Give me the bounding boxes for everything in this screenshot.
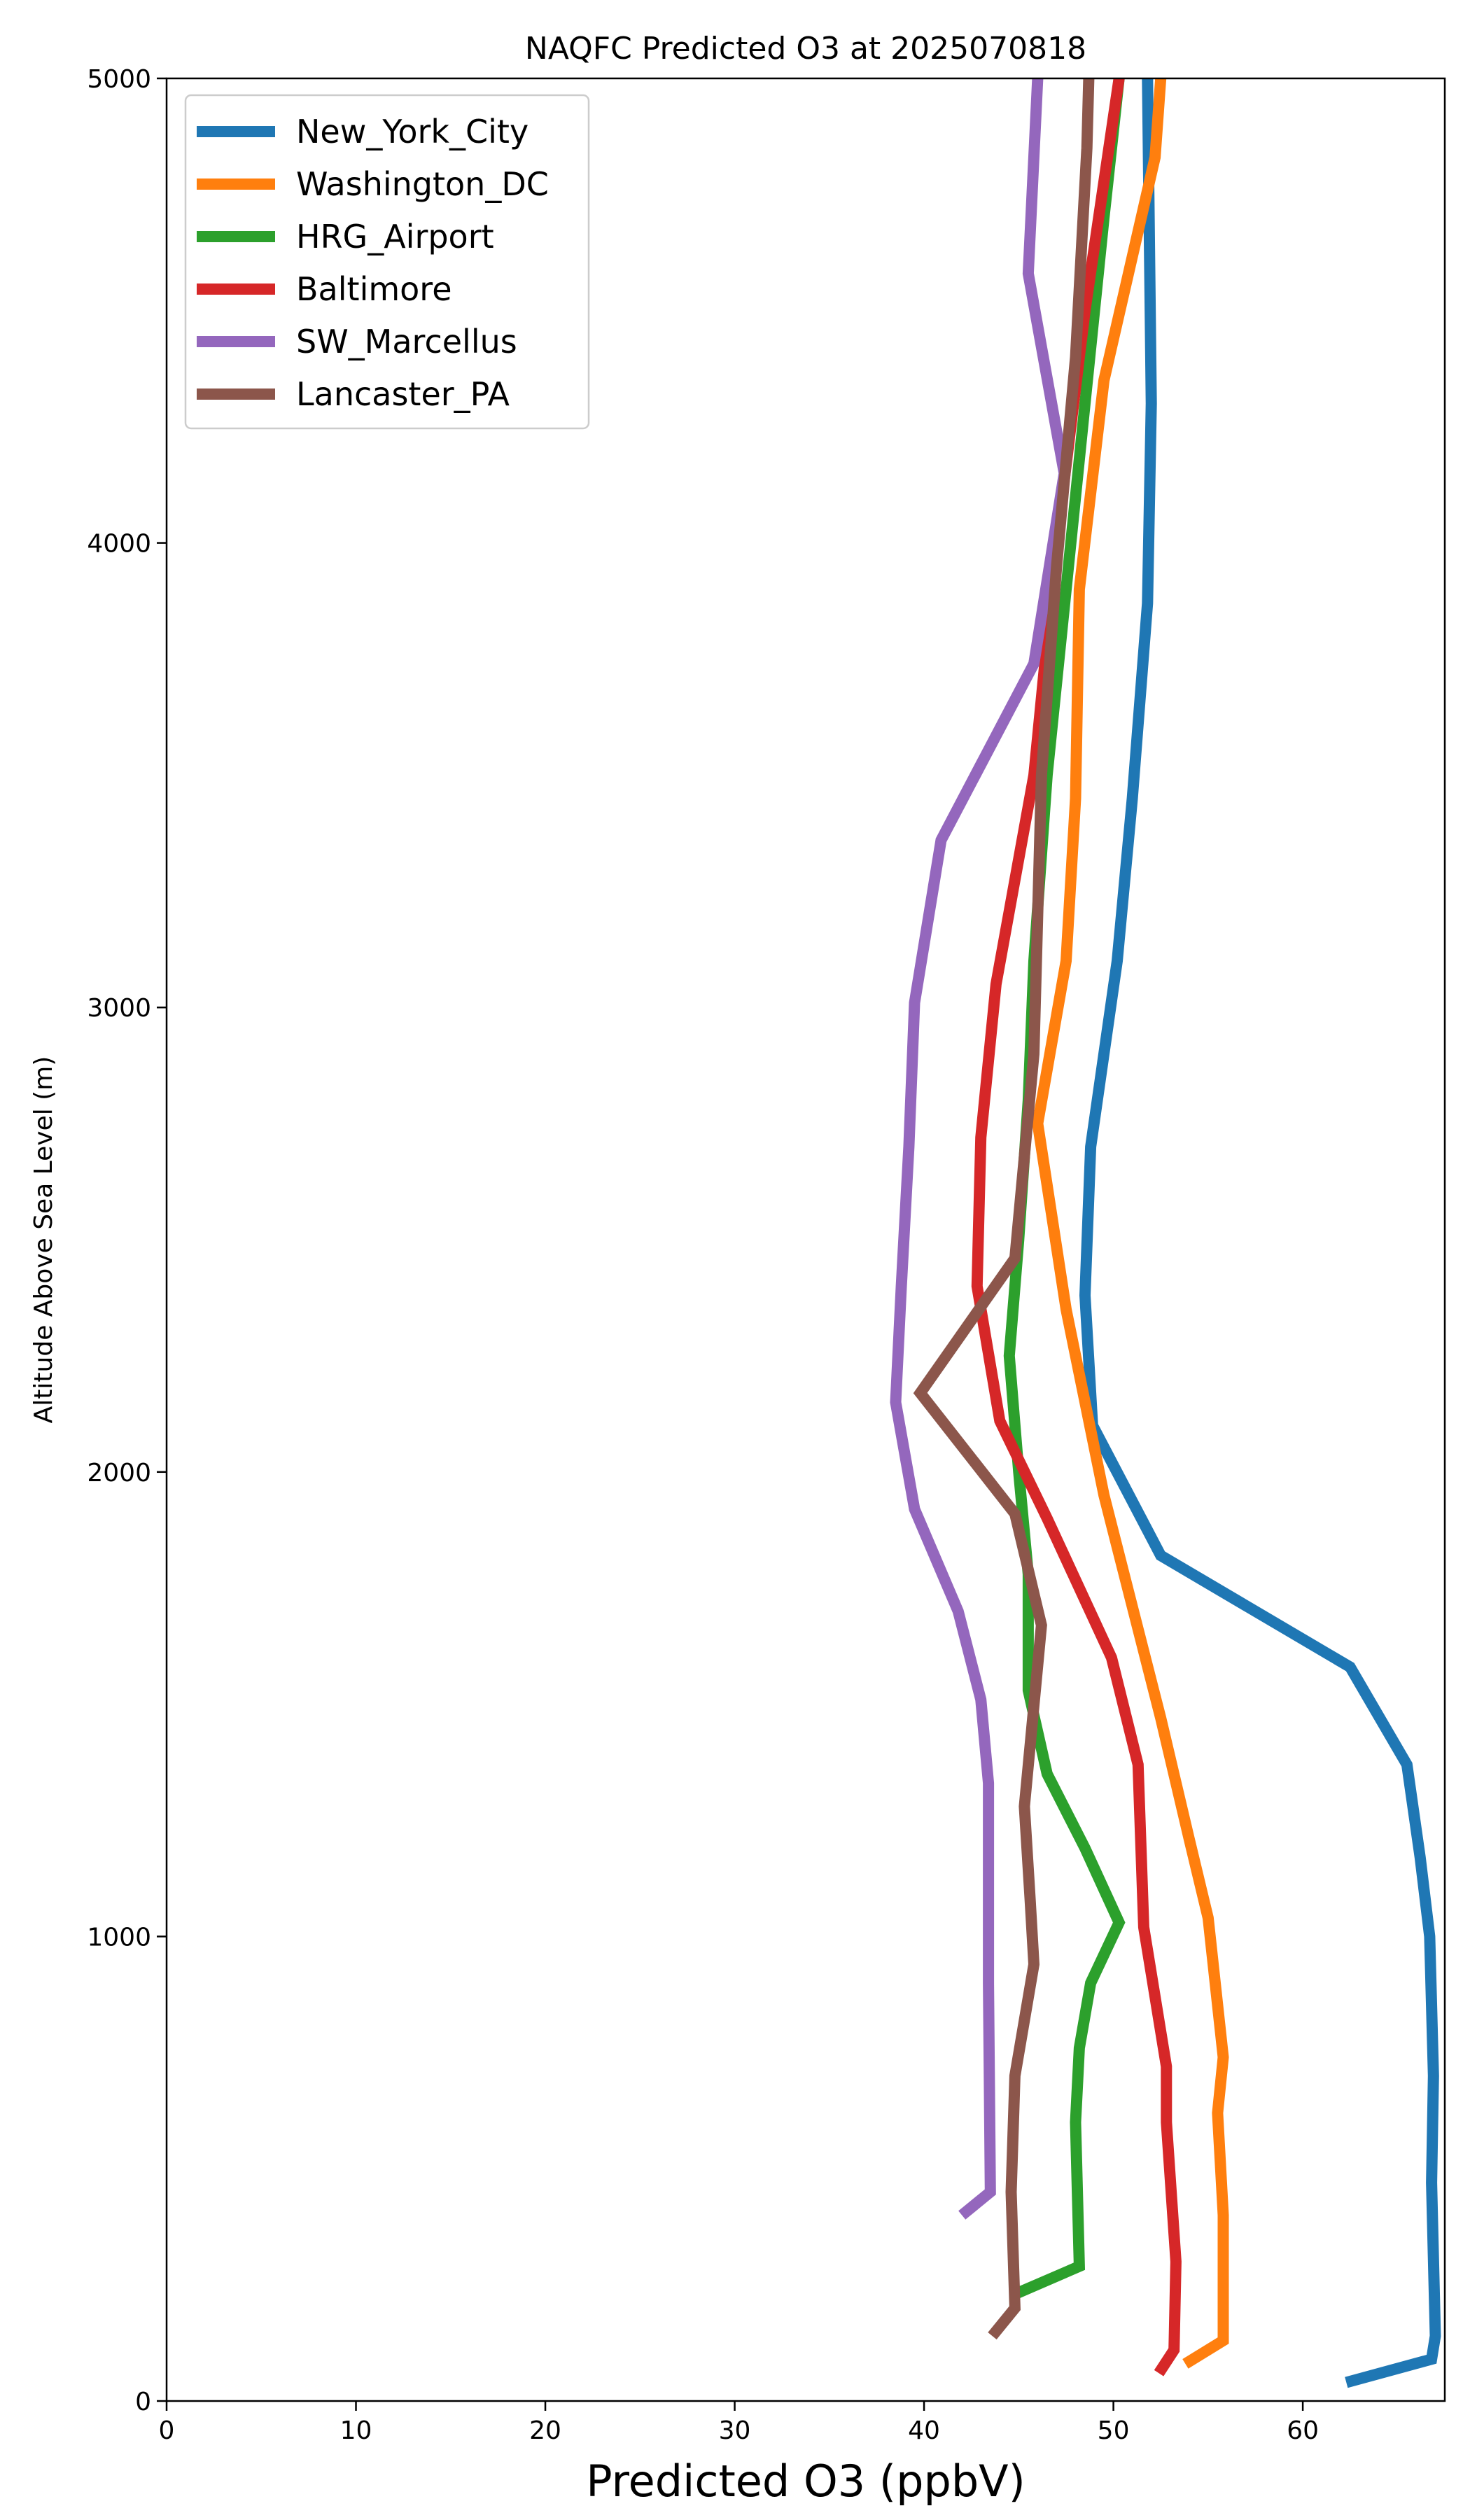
series-line-lancaster-pa (913, 78, 1095, 2340)
y-tick-label: 1000 (87, 1923, 151, 1952)
y-tick-label: 0 (135, 2388, 151, 2416)
x-tick-label: 20 (529, 2416, 561, 2445)
x-tick-label: 10 (340, 2416, 372, 2445)
y-tick-label: 5000 (87, 65, 151, 94)
legend-label: New_York_City (296, 113, 528, 150)
y-tick-label: 3000 (87, 994, 151, 1023)
x-tick-label: 50 (1098, 2416, 1130, 2445)
legend-box (184, 94, 590, 430)
legend-label: SW_Marcellus (296, 323, 517, 360)
y-tick-label: 4000 (87, 530, 151, 559)
series-line-sw-marcellus (890, 78, 1070, 2220)
legend-label: Lancaster_PA (296, 375, 510, 413)
chart-title: NAQFC Predicted O3 at 2025070818 (525, 31, 1086, 66)
x-axis-label: Predicted O3 (ppbV) (586, 2456, 1026, 2507)
x-tick-label: 0 (159, 2416, 175, 2445)
plot-area (890, 77, 1441, 2388)
y-axis-ticks: 0 1000 2000 3000 4000 5000 (87, 65, 167, 2416)
x-axis-ticks: 0 10 20 30 40 50 60 (159, 2401, 1319, 2445)
y-tick-label: 2000 (87, 1459, 151, 1488)
legend-label: Baltimore (296, 270, 452, 308)
series-line-new-york-city (1079, 78, 1441, 2388)
x-tick-label: 60 (1287, 2416, 1319, 2445)
legend-label: Washington_DC (296, 165, 549, 203)
legend-label: HRG_Airport (296, 218, 494, 255)
y-axis-label: Altitude Above Sea Level (m) (29, 1056, 58, 1424)
axes-frame (165, 77, 1446, 2402)
x-tick-label: 40 (908, 2416, 940, 2445)
x-tick-label: 30 (719, 2416, 751, 2445)
series-line-washington-dc (1032, 78, 1229, 2369)
legend: New_York_City Washington_DC HRG_Airport Bal… (184, 94, 590, 430)
series-line-hrg-airport (1003, 78, 1126, 2300)
